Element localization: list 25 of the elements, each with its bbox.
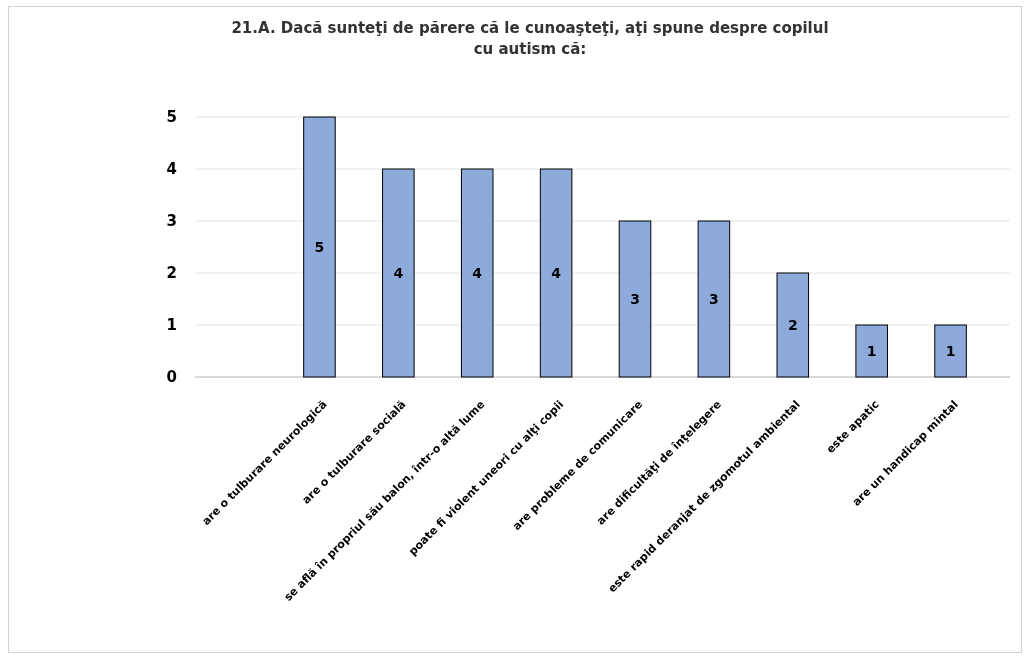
y-tick-label: 2 [166, 264, 177, 283]
y-tick-label: 0 [166, 368, 177, 387]
y-tick-label: 5 [166, 108, 177, 127]
bar [460, 168, 494, 378]
chart-title: 21.A. Dacă sunteţi de părere că le cunoaşteţi, aţi spune despre copilul cu autism că: [230, 18, 830, 60]
data-label: 3 [709, 291, 719, 307]
bar [697, 220, 731, 378]
bar [382, 168, 415, 378]
bar [303, 116, 336, 378]
data-label: 4 [393, 265, 404, 281]
y-tick-label: 1 [166, 316, 177, 335]
bar [539, 168, 573, 378]
bar [934, 324, 967, 378]
bar [618, 220, 652, 378]
data-label: 5 [314, 239, 325, 255]
data-label: 3 [630, 291, 640, 307]
data-label: 1 [945, 343, 956, 359]
data-label: 4 [472, 265, 483, 281]
bar [855, 324, 888, 378]
data-label: 2 [787, 317, 798, 333]
data-label: 4 [551, 265, 562, 281]
y-tick-label: 3 [166, 212, 177, 231]
y-tick-label: 4 [166, 160, 177, 179]
bar [776, 272, 810, 378]
data-label: 1 [866, 343, 877, 359]
